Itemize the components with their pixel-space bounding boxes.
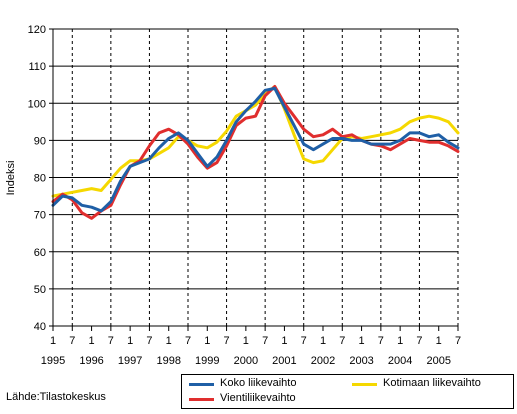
legend-swatch-kotimaa [352,383,377,386]
y-tick-label: 60 [34,247,46,259]
x-tick-label-month: 1 [89,335,95,347]
x-tick-label-year: 1996 [79,355,103,367]
y-tick-label: 70 [34,210,46,222]
x-tick-label-month: 7 [416,335,422,347]
series-layer [51,85,460,220]
x-tick-label-year: 2001 [272,355,296,367]
x-tick-label-month: 7 [108,335,114,347]
x-tick-label-month: 7 [185,335,191,347]
y-tick-label: 90 [34,135,46,147]
x-tick-label-month: 7 [301,335,307,347]
x-tick-label-month: 1 [50,335,56,347]
y-tick-label: 50 [34,284,46,296]
x-tick-label-year: 2004 [388,355,412,367]
legend-swatch-koko [189,383,214,386]
x-tick-label-year: 1995 [41,355,65,367]
x-tick-label-month: 7 [224,335,230,347]
x-tick-label-month: 7 [262,335,268,347]
grid-layer [53,28,459,327]
x-tick-label-year: 1997 [118,355,142,367]
y-tick-label: 40 [34,321,46,333]
y-tick-label: 100 [28,98,46,110]
x-tick-label-month: 7 [339,335,345,347]
legend-label-kotimaa: Kotimaan liikevaihto [383,377,481,389]
x-tick-label-year: 2000 [234,355,258,367]
y-tick-label: 120 [28,24,46,36]
series-line-vientiliikevaihto [51,85,460,220]
legend: Koko liikevaihto Vientiliikevaihto Kotim… [181,374,514,409]
x-tick-label-month: 7 [146,335,152,347]
series-line-koko-liikevaihto [51,86,460,213]
x-tick-label-year: 1999 [195,355,219,367]
x-tick-label-month: 1 [281,335,287,347]
y-axis-label: Indeksi [5,161,17,196]
x-tick-label-month: 1 [243,335,249,347]
axes-layer [49,28,459,331]
legend-label-vienti: Vientiliikevaihto [220,392,296,404]
x-tick-label-month: 1 [204,335,210,347]
legend-label-koko: Koko liikevaihto [220,377,297,389]
x-tick-label-month: 1 [320,335,326,347]
x-tick-label-year: 1998 [156,355,180,367]
x-tick-label-month: 1 [166,335,172,347]
x-tick-label-month: 7 [455,335,461,347]
x-tick-label-month: 1 [436,335,442,347]
y-tick-label: 80 [34,173,46,185]
x-tick-label-month: 1 [397,335,403,347]
x-tick-label-month: 7 [378,335,384,347]
x-tick-label-year: 2003 [349,355,373,367]
x-tick-label-month: 7 [69,335,75,347]
source-note: Lähde:Tilastokeskus [6,391,106,403]
legend-swatch-vienti [189,398,214,401]
x-tick-label-month: 1 [127,335,133,347]
y-tick-label: 110 [28,61,46,73]
x-tick-label-year: 2005 [426,355,450,367]
series-line-kotimaan-liikevaihto [51,85,460,198]
x-tick-label-year: 2002 [311,355,335,367]
x-tick-label-month: 1 [359,335,365,347]
